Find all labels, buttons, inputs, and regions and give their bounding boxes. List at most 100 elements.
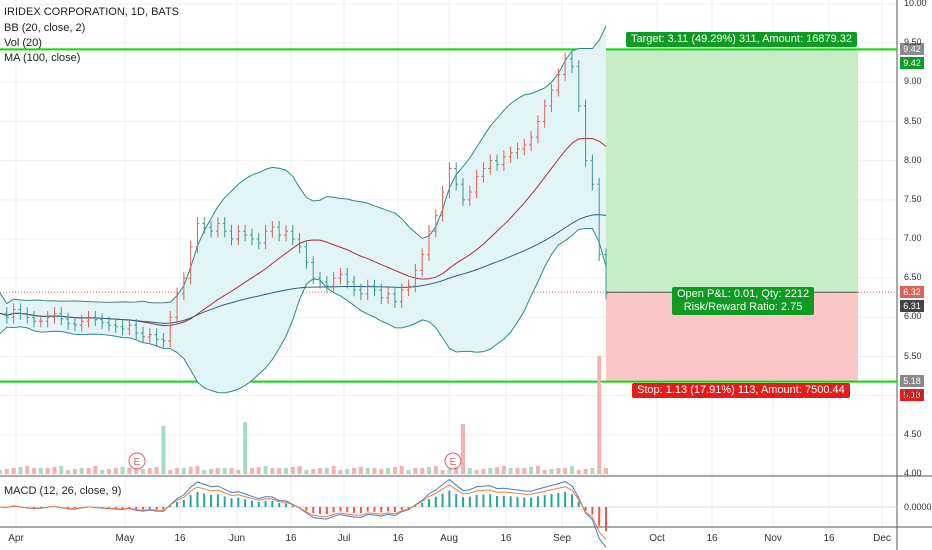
- x-axis-tick: Jul: [337, 533, 351, 544]
- volume-bar: [195, 466, 200, 474]
- ma-legend[interactable]: MA (100, close): [4, 52, 81, 64]
- volume-bar: [386, 468, 391, 474]
- volume-bar: [277, 468, 282, 474]
- volume-bar: [515, 468, 520, 474]
- volume-bar: [209, 469, 214, 474]
- volume-bar: [318, 468, 323, 474]
- volume-bar: [604, 468, 608, 474]
- volume-bar: [372, 468, 377, 474]
- volume-bar: [66, 470, 71, 474]
- volume-bar: [501, 466, 506, 474]
- volume-bar: [522, 468, 527, 474]
- x-axis-tick: Dec: [873, 533, 891, 544]
- x-axis-tick: May: [115, 533, 135, 544]
- volume-bar: [256, 467, 261, 474]
- stop-badge: Stop: 1.13 (17.91%) 113, Amount: 7500.44: [632, 383, 850, 398]
- volume-bar: [379, 469, 384, 474]
- volume-bar: [106, 469, 111, 474]
- volume-bar: [32, 468, 37, 474]
- volume-bar: [188, 467, 193, 474]
- target-price-tag-top: 9.42: [900, 43, 924, 55]
- pnl-line-1: Open P&L: 0.01, Qty: 2212: [677, 288, 810, 300]
- y-axis-tick: 6.00: [904, 311, 922, 322]
- volume-bar: [508, 468, 513, 474]
- volume-bar: [52, 467, 57, 474]
- volume-bar: [569, 466, 574, 474]
- volume-bar: [474, 470, 479, 474]
- y-axis-tick: 6.50: [904, 272, 922, 283]
- volume-bar: [447, 469, 452, 474]
- x-axis-tick: 16: [174, 533, 186, 544]
- y-axis-tick: 5.50: [904, 350, 922, 361]
- y-axis-tick: 4.00: [904, 468, 922, 478]
- earnings-marker: [444, 452, 462, 470]
- volume-bar: [113, 468, 118, 474]
- volume-bar: [93, 466, 98, 474]
- volume-bar: [338, 470, 343, 474]
- volume-bar: [127, 468, 132, 474]
- volume-bar: [535, 466, 540, 474]
- volume-bar: [147, 468, 152, 474]
- volume-bar: [215, 468, 220, 474]
- volume-bar: [433, 466, 438, 474]
- volume-bar: [249, 468, 254, 474]
- x-axis-tick: 16: [823, 533, 835, 544]
- volume-bar: [18, 467, 23, 474]
- volume-bar: [495, 467, 500, 474]
- volume-bar: [175, 468, 180, 474]
- x-axis-tick: Nov: [764, 533, 782, 544]
- volume-bar: [590, 468, 595, 474]
- macd-legend[interactable]: MACD (12, 26, close, 9): [4, 485, 122, 497]
- volume-bar: [154, 467, 159, 474]
- pnl-badge: Open P&L: 0.01, Qty: 2212 Risk/Reward Ra…: [672, 287, 815, 315]
- volume-bar: [222, 468, 227, 474]
- volume-bar: [270, 468, 275, 474]
- x-axis-tick: Apr: [8, 533, 24, 544]
- volume-bar: [0, 470, 2, 474]
- y-axis-tick: 7.00: [904, 233, 922, 243]
- volume-bar: [365, 468, 370, 474]
- bb-legend[interactable]: BB (20, close, 2): [4, 22, 86, 34]
- target-price-tag: 9.42: [900, 57, 924, 69]
- y-axis-tick: 8.50: [904, 115, 922, 126]
- volume-bar: [426, 467, 431, 474]
- macd-axis-tick: 0.0000: [904, 502, 932, 512]
- y-axis-tick: 9.00: [904, 76, 922, 87]
- volume-bar: [4, 469, 9, 474]
- volume-bar: [11, 468, 16, 474]
- volume-bar: [542, 470, 547, 474]
- earnings-label: E: [134, 457, 141, 468]
- y-axis-tick: 9.50: [904, 37, 922, 48]
- x-axis-tick: 16: [392, 533, 404, 544]
- volume-bar: [283, 468, 288, 474]
- bb-lower: [0, 228, 607, 394]
- volume-bar: [440, 470, 445, 474]
- volume-bar: [297, 466, 302, 474]
- y-axis-tick: 7.50: [904, 193, 922, 204]
- target-zone: [606, 49, 858, 293]
- volume-bar: [243, 422, 248, 474]
- volume-bar: [481, 469, 486, 474]
- earnings-label: E: [450, 457, 457, 468]
- volume-bar: [529, 467, 534, 474]
- volume-bar: [467, 468, 472, 474]
- x-axis-tick: Jun: [228, 533, 246, 544]
- volume-bar: [597, 356, 602, 474]
- y-axis-tick: 10.00: [904, 0, 927, 8]
- x-axis-tick: Aug: [440, 533, 458, 544]
- volume-bar: [358, 467, 363, 474]
- volume-bar: [236, 470, 241, 474]
- vol-legend[interactable]: Vol (20): [4, 37, 42, 49]
- volume-bar: [45, 468, 50, 474]
- volume-bar: [549, 469, 554, 474]
- volume-bar: [304, 470, 309, 474]
- volume-bar: [406, 470, 411, 474]
- target-badge: Target: 3.11 (49.29%) 311, Amount: 16879…: [626, 32, 857, 47]
- last-price-tag: 6.31: [900, 300, 924, 312]
- volume-bar: [345, 469, 350, 474]
- volume-bar: [79, 468, 84, 474]
- volume-bar: [454, 468, 459, 474]
- chart-title: IRIDEX CORPORATION, 1D, BATS: [4, 6, 180, 18]
- volume-bar: [181, 468, 186, 474]
